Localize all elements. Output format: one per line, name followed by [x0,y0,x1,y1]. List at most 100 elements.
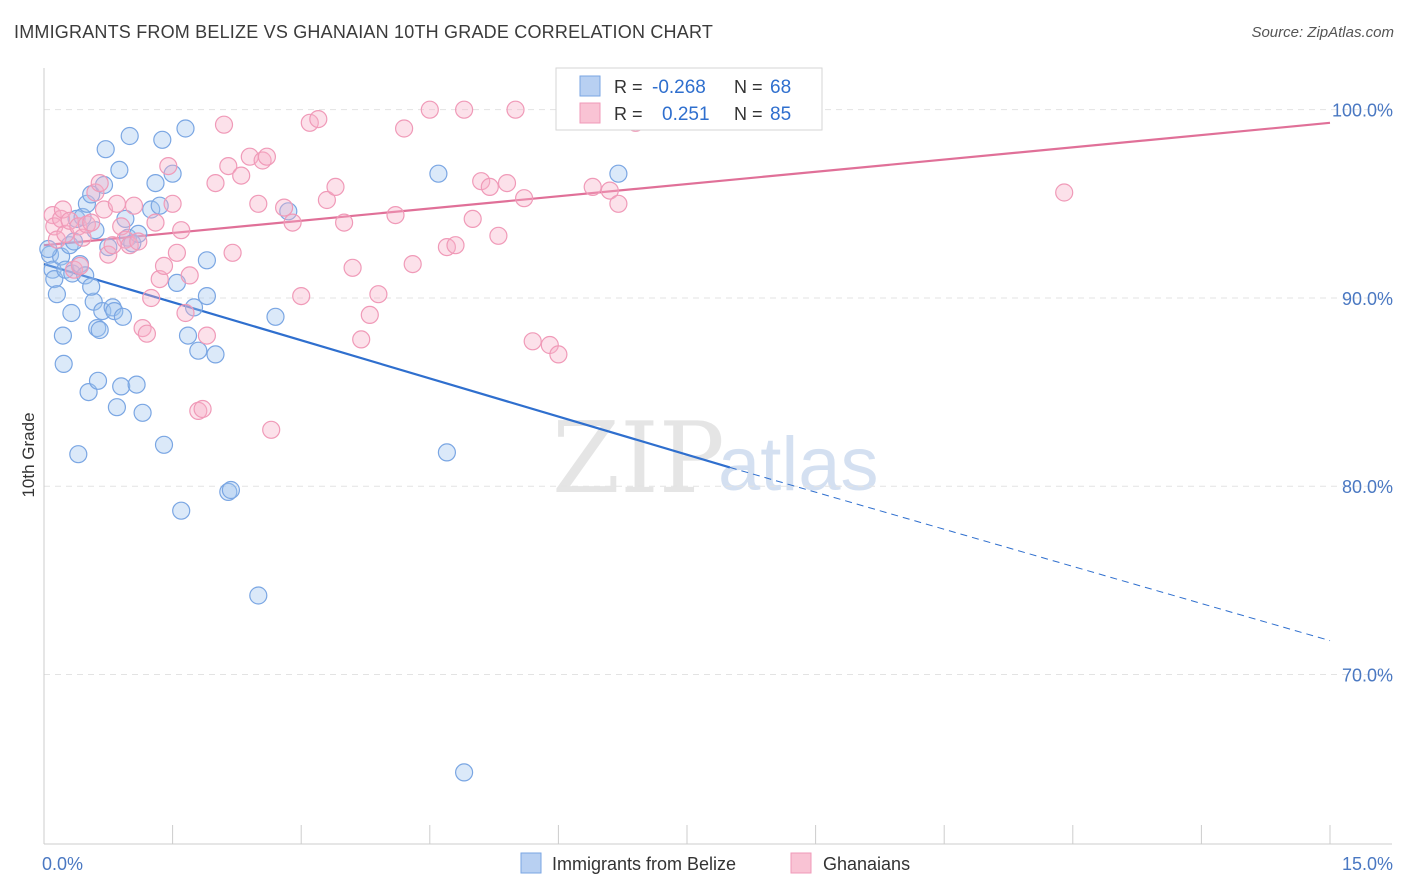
ghana-point-22 [124,196,144,215]
ghana-point-66 [446,236,465,255]
belize-point-30 [110,160,129,179]
y-tick-label-3: 70.0% [1342,666,1393,686]
ghana-point-12 [82,213,101,232]
belize-point-48 [176,119,195,138]
belize-point-31 [112,377,131,396]
ghana-point-64 [420,100,439,119]
ghana-point-80 [600,181,619,200]
ghana-point-16 [99,245,118,264]
belize-point-49 [178,326,198,345]
ghana-n-label: N = [734,104,763,124]
ghana-point-54 [317,190,336,210]
legend-ghana-swatch [790,852,812,874]
ghana-n-value: 85 [770,104,791,125]
watermark-atlas: atlas [718,422,879,507]
belize-trend-extension [729,466,1331,642]
y-tick-label-0: 100.0% [1332,101,1393,121]
belize-point-32 [113,307,133,326]
ghana-point-27 [146,213,165,232]
ghana-point-77 [549,345,568,364]
ghana-point-59 [360,305,379,324]
ghana-point-57 [343,258,362,277]
ghana-point-39 [206,174,225,193]
ghana-point-42 [223,243,242,262]
ghana-point-70 [480,177,499,196]
ghana-point-84 [1055,183,1074,202]
watermark: ZIP atlas [552,402,879,516]
ghana-point-63 [403,255,422,274]
x-tick-label-0: 0.0% [42,854,83,874]
ghana-point-62 [395,119,414,138]
ghana-point-50 [283,213,302,232]
ghana-point-38 [197,326,216,345]
ghana-point-58 [352,330,371,349]
ghana-point-30 [159,157,178,176]
belize-point-5 [53,326,73,345]
trend-lines [43,121,1331,642]
ghana-r-label: R = [614,104,643,124]
belize-point-56 [221,480,240,500]
legend-ghana-label: Ghanaians [823,854,910,874]
stats-legend: R = -0.268 N = 68 R = 0.251 N = 85 [555,67,823,131]
belize-point-43 [153,130,172,149]
ghana-point-75 [523,332,542,351]
x-tick-labels: 0.0% 15.0% [42,854,1393,874]
ghana-point-14 [90,174,109,193]
belize-point-54 [206,345,225,364]
ghana-point-4 [53,200,73,219]
y-tick-label-2: 80.0% [1342,477,1393,497]
ghana-trend-line [43,121,1331,247]
belize-point-11 [62,303,81,323]
bottom-legend: Immigrants from Belize Ghanaians [520,852,910,874]
belize-point-22 [90,320,109,340]
ghana-point-49 [275,198,294,217]
ghana-point-60 [369,285,388,304]
ghana-point-35 [180,266,199,285]
belize-point-53 [197,287,216,306]
belize-point-1 [43,260,62,279]
belize-swatch [579,75,601,97]
data-points [39,100,1074,782]
ghana-point-81 [609,194,628,213]
ghana-point-47 [257,147,276,166]
y-axis-label: 10th Grade [19,412,38,497]
ghana-point-34 [176,303,195,323]
belize-point-44 [154,435,174,454]
grid-lines [44,109,1392,676]
belize-point-35 [120,126,139,146]
belize-point-52 [197,251,216,270]
ghana-point-56 [335,213,354,232]
ghana-point-18 [107,194,127,213]
axes [43,68,1392,845]
legend-belize-label: Immigrants from Belize [552,854,736,874]
ghana-point-40 [214,115,234,134]
ghana-point-51 [292,287,311,306]
belize-point-47 [172,501,191,520]
y-tick-label-1: 90.0% [1342,289,1393,309]
belize-point-37 [127,375,146,394]
ghana-point-13 [86,183,105,202]
watermark-zip: ZIP [552,402,725,516]
ghana-point-25 [137,324,156,343]
belize-point-67 [82,277,101,296]
ghana-point-23 [129,232,148,251]
ghana-point-33 [172,221,191,240]
ghana-point-43 [232,166,251,185]
ghana-point-55 [326,177,345,196]
belize-point-65 [69,445,88,464]
belize-point-60 [429,164,448,183]
belize-n-value: 68 [770,77,791,98]
ghana-point-73 [506,100,525,119]
belize-point-39 [133,403,152,422]
belize-point-61 [437,443,456,462]
belize-point-66 [88,371,108,390]
y-tick-labels: 100.0% 90.0% 80.0% 70.0% [1332,101,1393,686]
ghana-point-9 [70,256,90,275]
belize-point-55 [219,482,238,501]
ghana-point-41 [219,157,238,176]
belize-point-15 [76,266,95,285]
ghana-point-67 [455,100,474,119]
ghana-point-71 [489,226,508,245]
ghana-point-32 [167,243,186,262]
